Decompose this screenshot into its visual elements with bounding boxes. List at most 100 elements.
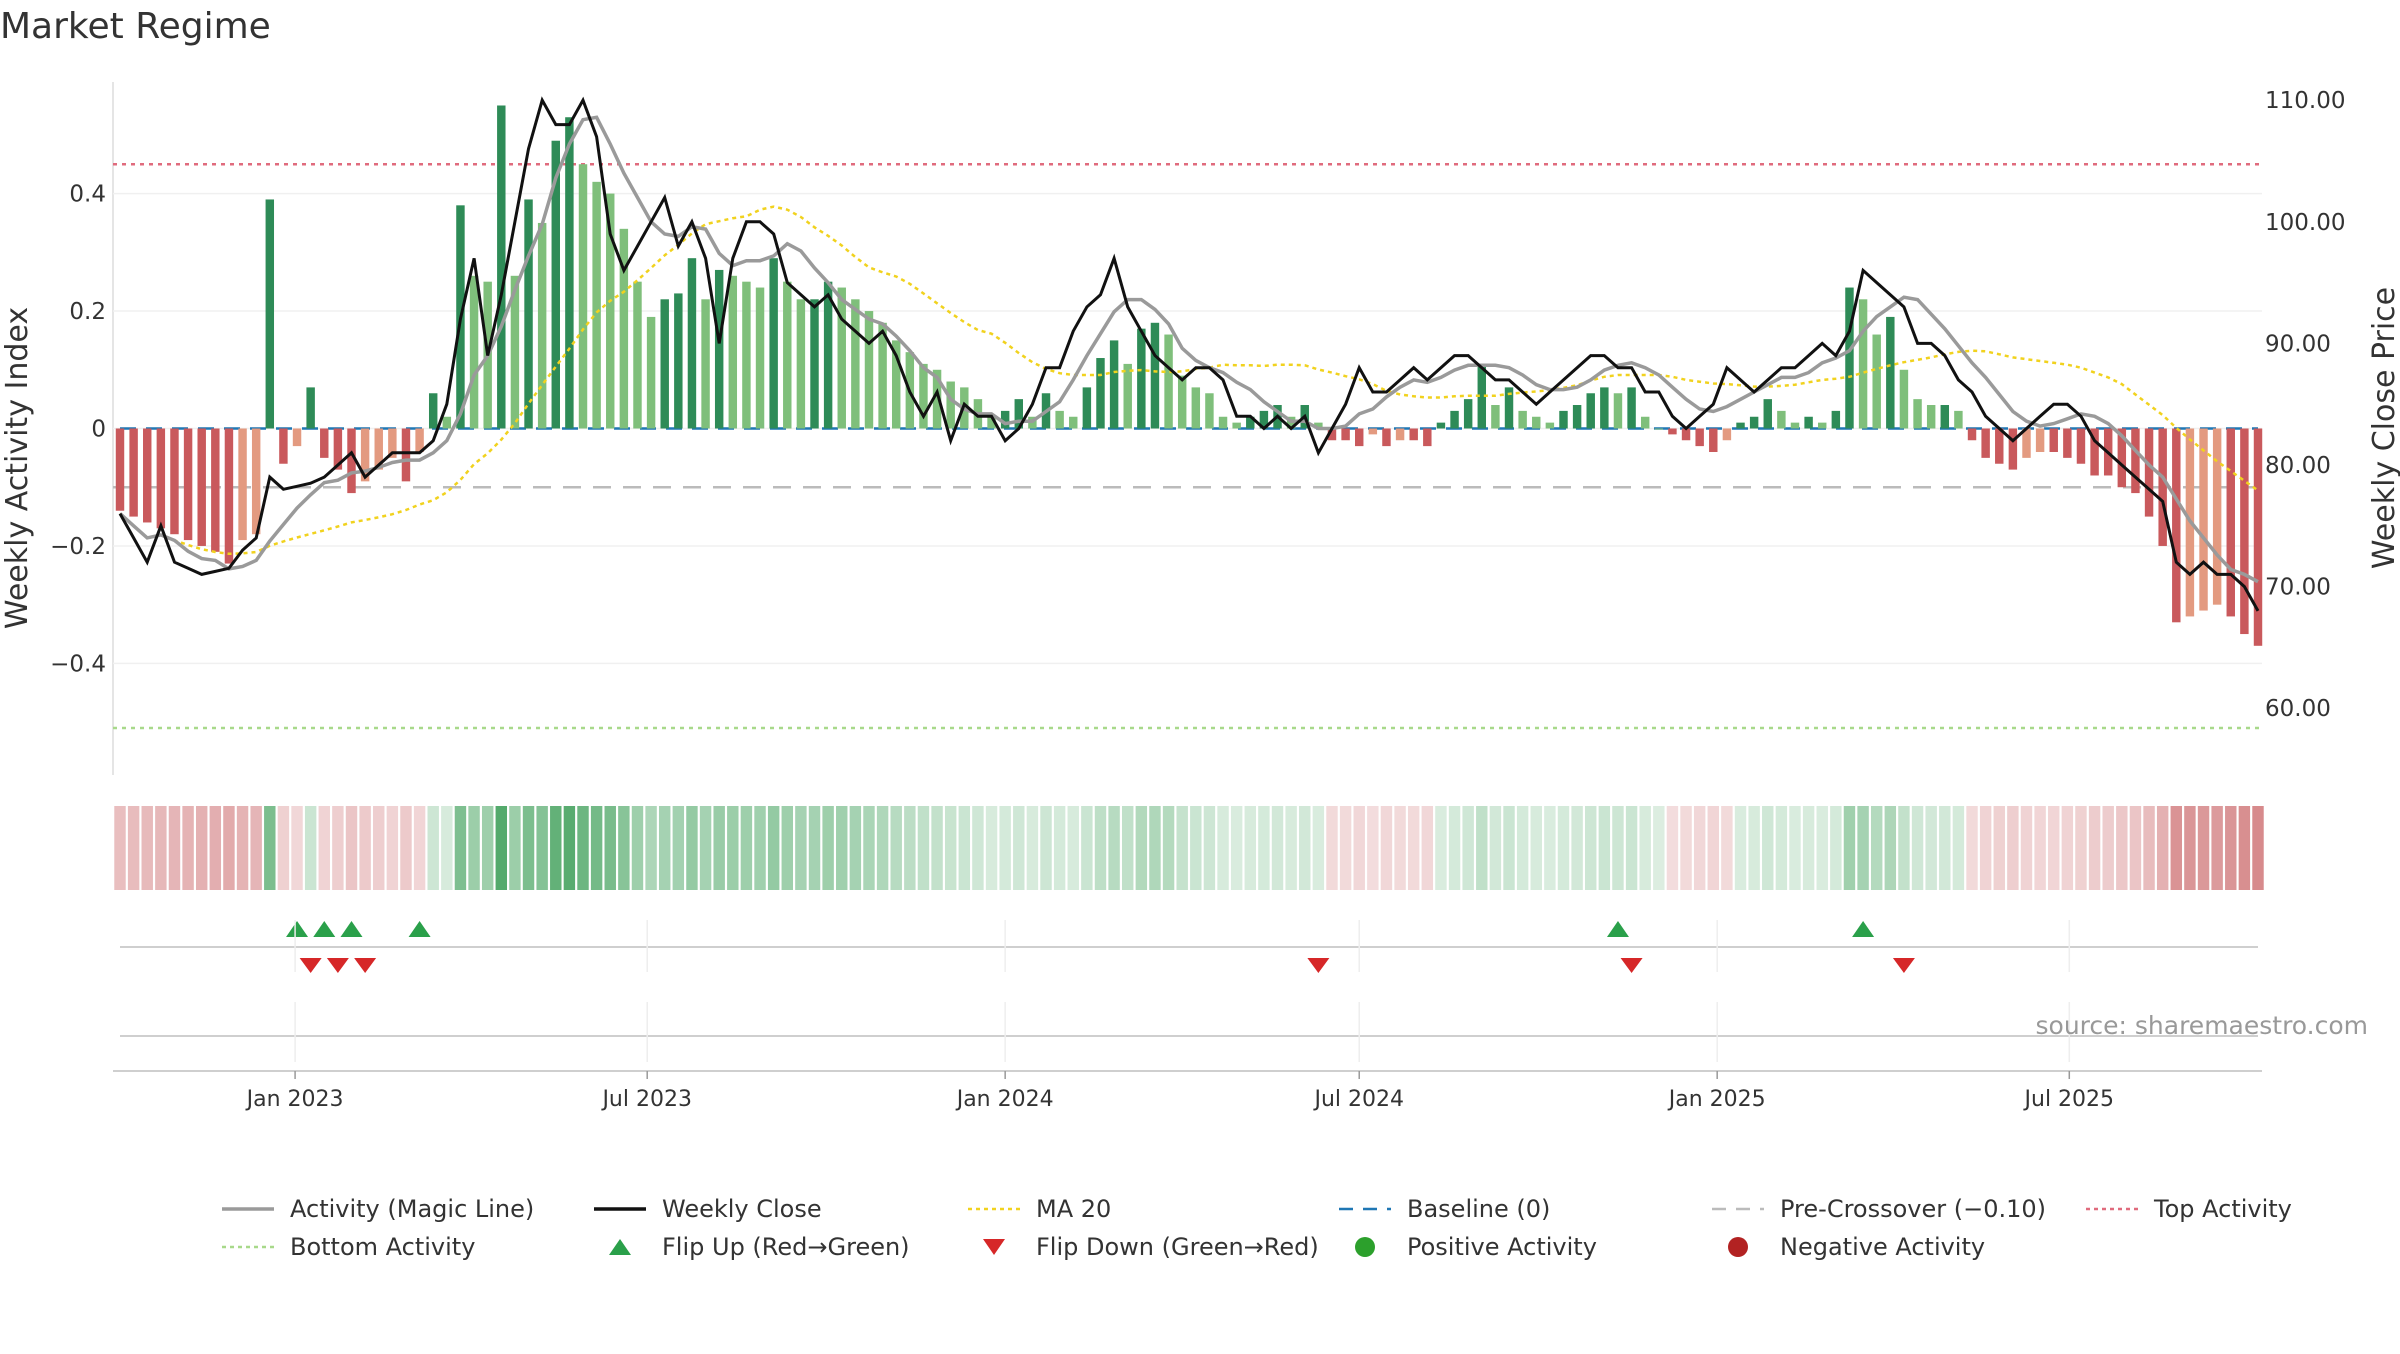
regime-cell <box>386 806 399 890</box>
regime-cell <box>999 806 1011 890</box>
regime-cell <box>1625 806 1638 890</box>
activity-bar <box>1164 334 1173 429</box>
activity-bar <box>1109 340 1119 429</box>
activity-bar <box>1314 422 1323 429</box>
regime-cell <box>1244 806 1256 890</box>
activity-bar <box>701 299 710 429</box>
activity-bar <box>292 428 302 447</box>
activity-bar <box>1940 405 1950 429</box>
activity-bar <box>1559 410 1568 429</box>
activity-bar <box>1477 363 1487 429</box>
activity-bar <box>1736 422 1745 429</box>
regime-cell <box>2156 806 2169 890</box>
regime-cell <box>1653 806 1665 890</box>
activity-bar <box>1355 428 1364 447</box>
regime-cell <box>795 806 807 890</box>
regime-cell <box>2020 806 2033 890</box>
activity-bar <box>1218 416 1228 429</box>
regime-cell <box>1448 806 1461 890</box>
activity-bar <box>1995 428 2004 464</box>
regime-cell <box>441 806 453 890</box>
legend-item-top: Top Activity <box>2084 1195 2292 1223</box>
activity-bar <box>1327 428 1337 441</box>
activity-bar <box>755 287 765 429</box>
activity-bar <box>1423 428 1432 447</box>
regime-cell <box>1067 806 1079 890</box>
regime-cell <box>264 806 276 890</box>
activity-bar <box>143 428 152 523</box>
left-axis-label: Weekly Activity Index <box>0 307 35 629</box>
activity-bar <box>2199 428 2208 611</box>
activity-bar <box>878 322 887 429</box>
x-tick-label: Jan 2025 <box>1667 1087 1766 1112</box>
x-tick-label: Jul 2023 <box>600 1087 692 1112</box>
activity-bar <box>919 363 928 429</box>
regime-cell <box>1816 806 1828 890</box>
regime-cell <box>1489 806 1502 890</box>
activity-bar <box>1368 428 1378 435</box>
activity-bar <box>1886 316 1895 429</box>
activity-bar <box>674 293 683 429</box>
activity-bar <box>1518 410 1527 429</box>
regime-cell <box>1571 806 1583 890</box>
activity-bar <box>1954 410 1963 429</box>
activity-bar <box>129 428 138 517</box>
regime-cell <box>2007 806 2019 890</box>
regime-cell <box>1843 806 1856 890</box>
line-series <box>118 96 2260 612</box>
activity-bar <box>537 222 547 429</box>
legend-label: Activity (Magic Line) <box>290 1195 535 1223</box>
activity-bar <box>1137 328 1146 429</box>
regime-cell <box>836 806 848 890</box>
regime-cell <box>590 806 603 890</box>
activity-bar <box>1818 422 1827 429</box>
regime-cell <box>1870 806 1883 890</box>
activity-bar <box>1722 428 1732 441</box>
activity-bar <box>837 287 846 429</box>
regime-cell <box>1476 806 1488 890</box>
activity-bar <box>1504 387 1514 429</box>
left-tick-label: 0.2 <box>69 299 106 325</box>
activity-bar <box>646 316 656 429</box>
activity-bar <box>224 428 234 564</box>
regime-cell <box>223 806 235 890</box>
activity-bar <box>946 381 955 429</box>
activity-bar <box>851 299 860 429</box>
activity-bar <box>1681 428 1691 441</box>
legend-label: Top Activity <box>2154 1195 2292 1223</box>
regime-cell <box>236 806 249 890</box>
regime-cell <box>1299 806 1311 890</box>
activity-bar <box>1613 393 1623 429</box>
regime-cell <box>2184 806 2196 890</box>
activity-bar <box>565 117 574 429</box>
legend-symbol-pos_dot <box>1355 1237 1375 1257</box>
regime-cell <box>1680 806 1692 890</box>
regime-cell <box>291 806 303 890</box>
activity-bar <box>1082 387 1092 429</box>
regime-cell <box>767 806 780 890</box>
right-tick-label: 80.00 <box>2265 453 2331 479</box>
regime-cell <box>400 806 412 890</box>
regime-cell <box>2048 806 2060 890</box>
flip-up-marker <box>286 921 309 937</box>
activity-bar <box>1055 410 1064 429</box>
regime-cell <box>849 806 862 890</box>
regime-cell <box>168 806 181 890</box>
regime-cell <box>1339 806 1352 890</box>
legend-symbol-ma20 <box>968 1207 1020 1211</box>
regime-cell <box>2034 806 2046 890</box>
activity-bar <box>714 269 724 429</box>
regime-cell <box>373 806 385 890</box>
legend-label: Weekly Close <box>662 1195 822 1223</box>
activity-bar <box>497 105 506 429</box>
regime-cell <box>1639 806 1651 890</box>
legend-item-magic: Activity (Magic Line) <box>220 1195 534 1223</box>
regime-cell <box>1734 806 1747 890</box>
activity-bar <box>1450 410 1459 429</box>
regime-cell <box>1898 806 1910 890</box>
regime-cell <box>876 806 889 890</box>
activity-bar <box>360 428 370 482</box>
legend-symbol-baseline <box>1339 1207 1391 1211</box>
regime-cell <box>277 806 290 890</box>
